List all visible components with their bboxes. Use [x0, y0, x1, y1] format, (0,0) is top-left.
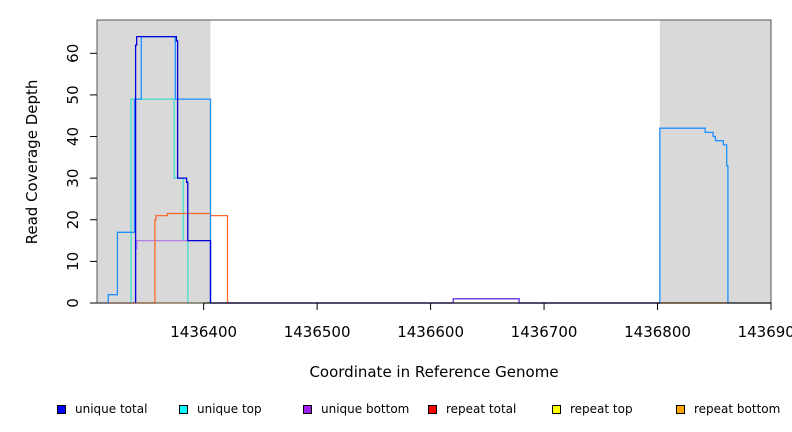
legend-label: repeat total [446, 402, 517, 416]
legend-swatch [303, 404, 312, 414]
x-tick-label: 1436600 [397, 323, 464, 341]
legend-label: repeat bottom [694, 402, 781, 416]
legend-item: unique top [179, 400, 262, 418]
legend-label: unique bottom [321, 402, 410, 416]
y-tick-label: 40 [64, 127, 82, 146]
shaded-region [97, 20, 211, 303]
y-tick-label: 50 [64, 85, 82, 104]
legend: unique total unique top unique bottom repea… [0, 400, 792, 418]
legend-swatch [57, 404, 66, 414]
legend-label: repeat top [570, 402, 633, 416]
series-line [134, 35, 212, 303]
coverage-chart: 1436400 1436500 1436600 1436700 1436800 14369… [23, 19, 792, 381]
legend-swatch [428, 404, 437, 414]
x-tick-label: 1436500 [284, 323, 351, 341]
legend-item: repeat total [428, 400, 516, 418]
legend-label: unique total [75, 402, 148, 416]
shaded-regions [97, 20, 771, 303]
x-tick-label: 1436700 [511, 323, 578, 341]
y-axis: 0 10 20 30 40 50 60 [64, 44, 97, 308]
legend-item: unique bottom [303, 400, 409, 418]
series-line [210, 298, 660, 304]
x-tick-label: 1436800 [624, 323, 691, 341]
shaded-region [659, 20, 771, 303]
legend-label: unique top [197, 402, 262, 416]
x-tick-label: 1436400 [170, 323, 237, 341]
y-tick-label: 20 [64, 210, 82, 229]
x-axis-label: Coordinate in Reference Genome [309, 363, 558, 381]
legend-item: repeat bottom [676, 400, 780, 418]
y-tick-label: 10 [64, 252, 82, 271]
legend-item: unique total [57, 400, 147, 418]
y-tick-label: 60 [64, 44, 82, 63]
legend-swatch [179, 404, 188, 414]
series-line [97, 212, 238, 304]
x-axis: 1436400 1436500 1436600 1436700 1436800 14369… [170, 302, 792, 341]
legend-swatch [676, 404, 685, 414]
y-axis-label: Read Coverage Depth [23, 80, 41, 245]
series-line [97, 35, 771, 304]
legend-swatch [552, 404, 561, 414]
legend-item: repeat top [552, 400, 633, 418]
y-tick-label: 30 [64, 169, 82, 188]
y-tick-label: 0 [64, 298, 82, 308]
